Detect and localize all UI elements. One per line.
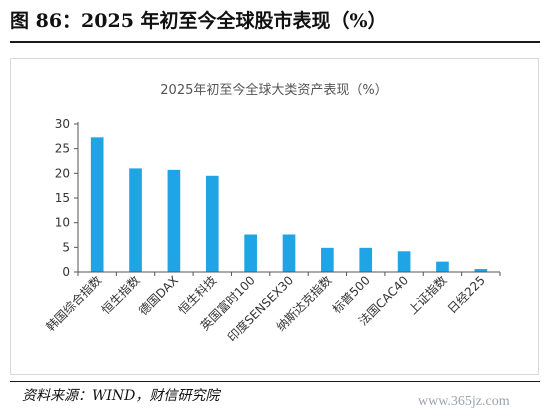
y-tick-label: 10: [55, 216, 70, 230]
bar: [397, 251, 411, 272]
bar: [205, 175, 219, 272]
chart-title: 2025年初至今全球大类资产表现（%）: [160, 82, 387, 98]
source-rule: [10, 381, 540, 382]
title-rule: [10, 41, 540, 43]
bar: [90, 137, 104, 272]
x-tick-label: 恒生指数: [98, 273, 143, 318]
bar: [244, 234, 257, 272]
x-axis: 韩国综合指数恒生指数德国DAX恒生科技英国富时100印度SENSEX30纳斯达克…: [43, 271, 501, 345]
bar: [474, 269, 488, 272]
y-tick-label: 5: [62, 240, 70, 254]
chart-frame: [10, 58, 539, 375]
figure-title: 图 86：2025 年初至今全球股市表现（%）: [10, 10, 387, 32]
bar: [359, 247, 373, 272]
x-tick-label: 德国DAX: [135, 273, 181, 319]
x-tick-label: 印度SENSEX30: [224, 273, 296, 345]
x-tick-label: 韩国综合指数: [43, 273, 105, 335]
y-tick-label: 30: [55, 117, 70, 131]
y-tick-label: 20: [55, 166, 70, 180]
bar: [321, 247, 334, 272]
bar: [129, 168, 142, 272]
x-tick-label: 日经225: [445, 273, 488, 316]
bar: [436, 261, 449, 272]
bar: [282, 234, 296, 272]
watermark: www.365jz.com: [418, 394, 510, 409]
y-axis: 0 5 10 15 20 25 30: [55, 117, 79, 279]
source-note: 资料来源：WIND，财信研究院: [22, 388, 220, 404]
bar: [167, 169, 181, 272]
y-tick-label: 25: [55, 142, 70, 156]
bars: [90, 137, 488, 272]
y-tick-label: 0: [62, 265, 70, 279]
x-tick-label: 上证指数: [405, 273, 450, 318]
y-tick-label: 15: [55, 191, 70, 205]
